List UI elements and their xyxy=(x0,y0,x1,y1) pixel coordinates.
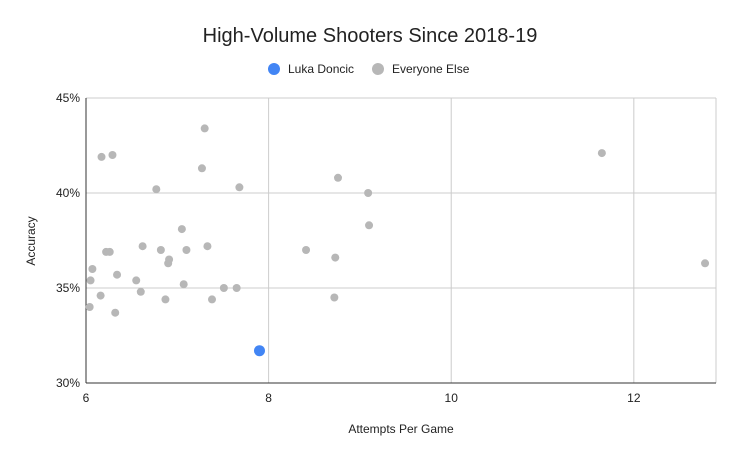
y-tick-label: 45% xyxy=(56,91,80,105)
x-axis-title: Attempts Per Game xyxy=(348,422,454,436)
data-point-everyone-else xyxy=(364,189,373,197)
y-tick-label: 40% xyxy=(56,186,80,200)
x-tick-label: 12 xyxy=(627,391,641,405)
data-point-everyone-else xyxy=(219,284,228,292)
x-tick-label: 8 xyxy=(265,391,272,405)
data-point-everyone-else xyxy=(302,246,311,254)
data-point-everyone-else xyxy=(136,287,145,296)
legend-label-luka-doncic: Luka Doncic xyxy=(288,62,354,76)
x-tick-label: 6 xyxy=(83,391,90,405)
data-point-everyone-else xyxy=(331,253,340,262)
data-point-everyone-else xyxy=(179,280,188,289)
data-point-everyone-else xyxy=(105,247,114,256)
data-point-everyone-else xyxy=(203,242,212,251)
tick-labels: 30% 35% 40% 45% 6 8 10 12 xyxy=(56,91,641,405)
data-point-everyone-else xyxy=(365,221,374,230)
data-point-everyone-else xyxy=(334,173,342,182)
data-point-everyone-else xyxy=(165,255,174,264)
legend-marker-luka-doncic xyxy=(268,63,280,75)
x-tick-label: 10 xyxy=(445,391,459,405)
data-point-everyone-else xyxy=(152,185,161,194)
data-point-everyone-else xyxy=(96,291,105,300)
data-point-everyone-else xyxy=(232,284,241,292)
gridlines xyxy=(86,97,717,383)
data-point-everyone-else xyxy=(85,303,94,311)
axes xyxy=(85,98,716,384)
data-point-everyone-else xyxy=(177,225,186,234)
data-point-everyone-else xyxy=(97,152,106,161)
data-point-everyone-else xyxy=(88,265,97,273)
legend: Luka Doncic Everyone Else xyxy=(268,62,470,76)
data-point-everyone-else xyxy=(197,164,206,173)
data-point-everyone-else xyxy=(161,295,170,304)
data-point-everyone-else xyxy=(701,259,710,268)
data-point-everyone-else xyxy=(138,242,147,251)
legend-label-everyone-else: Everyone Else xyxy=(392,62,470,76)
data-point-everyone-else xyxy=(330,293,339,302)
data-point-everyone-else xyxy=(108,151,117,159)
data-point-everyone-else xyxy=(200,124,209,133)
legend-marker-everyone-else xyxy=(372,63,384,75)
data-point-everyone-else xyxy=(182,246,191,254)
y-axis-title: Accuracy xyxy=(24,216,38,265)
data-point-luka-doncic xyxy=(253,345,265,357)
chart-title: High-Volume Shooters Since 2018-19 xyxy=(203,25,538,47)
y-tick-label: 35% xyxy=(56,281,80,295)
data-point-everyone-else xyxy=(597,149,606,158)
data-point-everyone-else xyxy=(156,246,165,254)
y-tick-label: 30% xyxy=(56,376,80,390)
data-points xyxy=(85,124,710,357)
data-point-everyone-else xyxy=(208,295,216,304)
data-point-everyone-else xyxy=(132,276,141,285)
data-point-everyone-else xyxy=(86,276,95,285)
data-point-everyone-else xyxy=(235,183,244,192)
data-point-everyone-else xyxy=(113,270,122,279)
data-point-everyone-else xyxy=(111,308,120,317)
